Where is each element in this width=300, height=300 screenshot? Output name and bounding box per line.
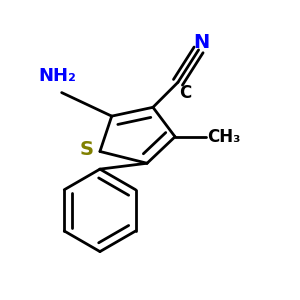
Text: S: S [80,140,94,160]
Text: C: C [179,84,192,102]
Text: NH₂: NH₂ [38,67,76,85]
Text: CH₃: CH₃ [207,128,241,146]
Text: N: N [194,33,210,52]
